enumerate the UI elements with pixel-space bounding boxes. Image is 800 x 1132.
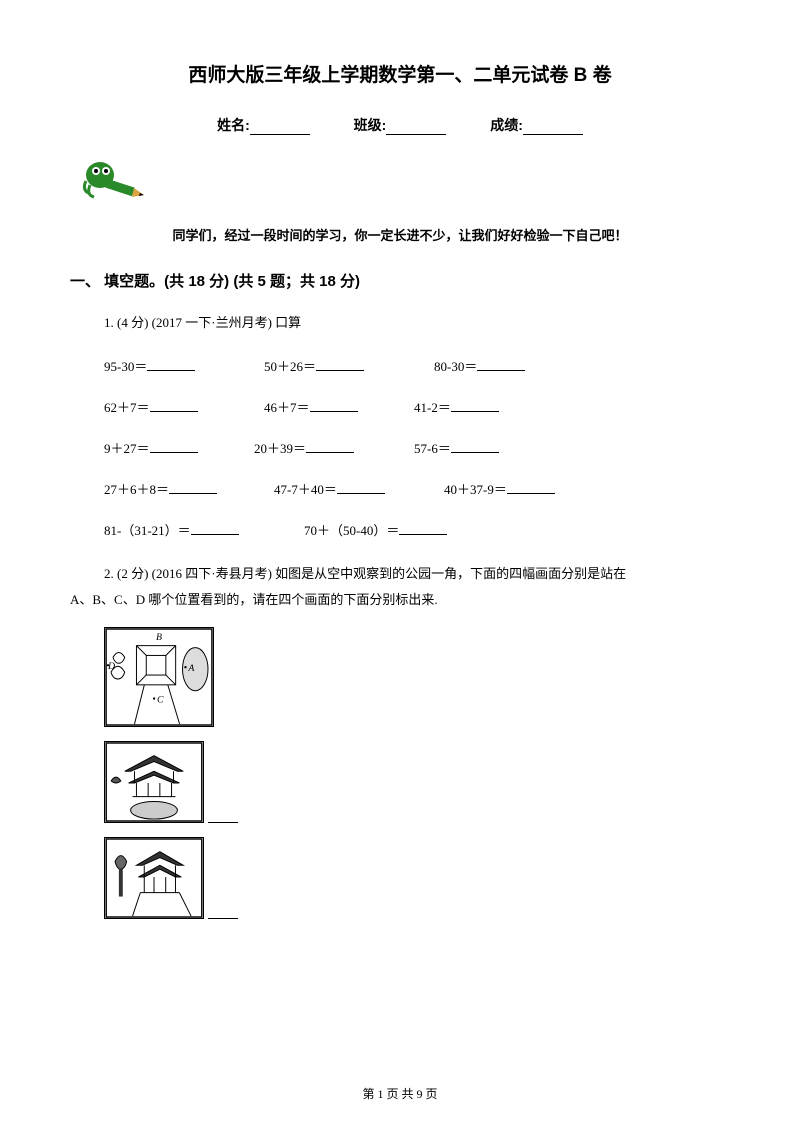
q2-line2: A、B、C、D 哪个位置看到的，请在四个画面的下面分别标出来.	[70, 587, 730, 613]
name-label: 姓名:	[217, 117, 250, 133]
svg-text:B: B	[156, 632, 162, 643]
svg-text:D: D	[107, 661, 115, 672]
page-title: 西师大版三年级上学期数学第一、二单元试卷 B 卷	[70, 60, 730, 87]
calc-rows: 95-30＝50＋26＝80-30＝ 62＋7＝46＋7＝41-2＝ 9＋27＝20…	[70, 356, 730, 539]
info-row: 姓名: 班级: 成绩:	[70, 115, 730, 135]
calc-row: 62＋7＝46＋7＝41-2＝	[104, 397, 730, 416]
calc-row: 27＋6＋8＝47-7＋40＝40＋37-9＝	[104, 479, 730, 498]
calc-row: 9＋27＝20＋39＝57-6＝	[104, 438, 730, 457]
class-blank[interactable]	[386, 121, 446, 135]
calc-row: 95-30＝50＋26＝80-30＝	[104, 356, 730, 375]
figure-topdown: B D A C	[104, 627, 730, 727]
pencil-icon	[80, 153, 150, 213]
svg-text:A: A	[187, 663, 195, 674]
answer-blank-1[interactable]	[208, 813, 238, 823]
calc-row: 81-（31-21）＝70＋（50-40）＝	[104, 520, 730, 539]
page-footer: 第 1 页 共 9 页	[0, 1085, 800, 1102]
score-blank[interactable]	[523, 121, 583, 135]
class-label: 班级:	[354, 117, 387, 133]
q2-line1: 2. (2 分) (2016 四下·寿县月考) 如图是从空中观察到的公园一角，下…	[104, 561, 730, 587]
encourage-text: 同学们，经过一段时间的学习，你一定长进不少，让我们好好检验一下自己吧！	[70, 225, 730, 244]
question-1-stem: 1. (4 分) (2017 一下·兰州月考) 口算	[104, 313, 730, 334]
svg-text:C: C	[157, 694, 164, 705]
figure-view-1	[104, 741, 730, 823]
name-blank[interactable]	[250, 121, 310, 135]
answer-blank-2[interactable]	[208, 909, 238, 919]
score-label: 成绩:	[490, 117, 523, 133]
figure-view-2	[104, 837, 730, 919]
question-2: 2. (2 分) (2016 四下·寿县月考) 如图是从空中观察到的公园一角，下…	[70, 561, 730, 613]
section-1-header: 一、 填空题。(共 18 分) (共 5 题；共 18 分)	[70, 270, 730, 291]
